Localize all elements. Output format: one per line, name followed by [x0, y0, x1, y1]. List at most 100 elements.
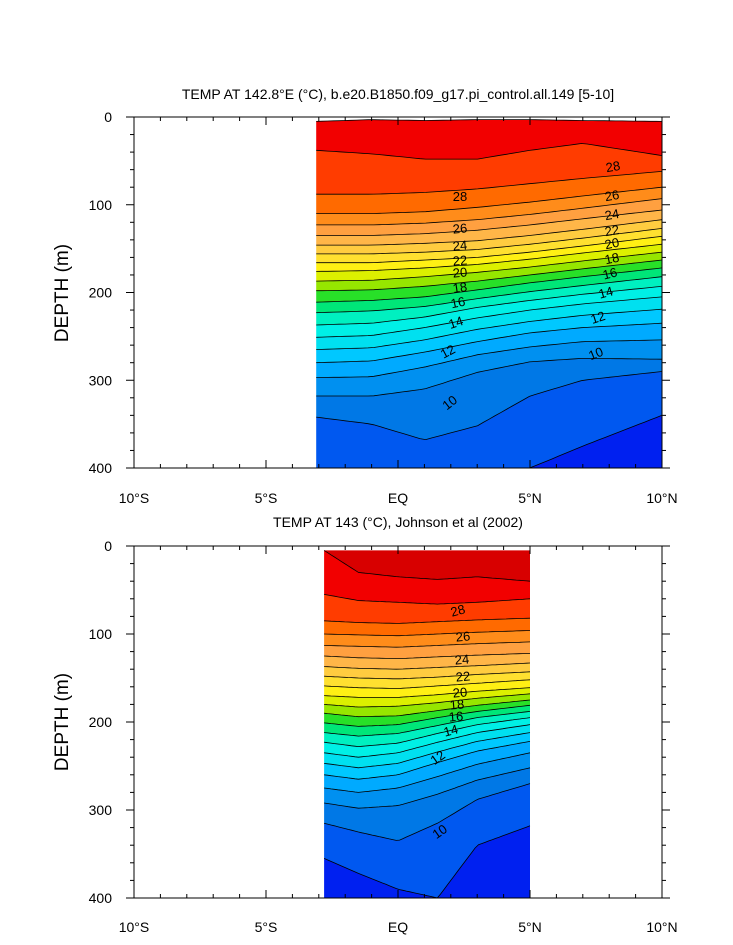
temperature-band-12: [324, 741, 530, 793]
temperature-band-16: [324, 711, 530, 747]
isotherm-21: [316, 235, 663, 264]
isotherm-22: [316, 228, 663, 255]
contour-label: 22: [455, 668, 471, 684]
isotherm-20: [324, 687, 531, 698]
temperature-band-30: [324, 550, 530, 582]
bottom-panel: TEMP AT 143 (°C), Johnson et al (2002) D…: [52, 514, 678, 935]
temperature-band-22: [316, 228, 662, 263]
isotherm-10: [324, 767, 531, 809]
isotherm-11: [324, 752, 531, 793]
contour-label: 14: [442, 721, 460, 739]
isotherm-22: [324, 671, 531, 680]
temperature-band-15: [316, 286, 662, 338]
isotherm-12: [316, 322, 663, 364]
isotherm-12: [324, 741, 531, 780]
temperature-band-27: [324, 618, 530, 636]
y-tick-label: 100: [89, 197, 113, 213]
isotherm-15: [324, 717, 531, 748]
isotherm-25: [324, 641, 531, 648]
contour-label: 20: [452, 264, 468, 280]
isotherm-11: [316, 339, 663, 378]
y-tick-label: 100: [89, 626, 113, 642]
temperature-band-18: [324, 700, 530, 727]
contour-label: 12: [589, 308, 607, 327]
y-tick-label: 300: [89, 372, 113, 388]
temperature-band-25: [324, 641, 530, 659]
isotherm-21: [324, 679, 531, 689]
isotherm-13: [316, 308, 663, 350]
temperature-band-27: [316, 171, 662, 214]
temperature-band-16: [316, 276, 662, 325]
temperature-band-13: [316, 309, 662, 363]
x-tick-label: 10°N: [646, 490, 677, 506]
contour-label: 10: [586, 344, 605, 363]
isotherm-9: [316, 371, 663, 441]
isotherm-16: [324, 711, 531, 737]
y-tick-label: 400: [89, 890, 113, 906]
x-tick-label: 10°S: [119, 919, 150, 935]
top-panel-y-axis-label: DEPTH (m): [52, 244, 73, 342]
isotherm-28: [324, 594, 531, 605]
temperature-band-11: [316, 339, 662, 396]
contour-label: 18: [449, 696, 465, 712]
isotherm-20: [316, 243, 663, 272]
temperature-band-20: [316, 244, 662, 282]
temperature-band-22: [324, 671, 530, 689]
contour-label: 28: [453, 189, 467, 204]
contour-label: 16: [601, 264, 619, 282]
y-tick-label: 300: [89, 802, 113, 818]
x-tick-label: 10°S: [119, 490, 150, 506]
contour-label: 12: [438, 342, 458, 362]
isotherm-19: [324, 693, 531, 708]
contour-label: 24: [603, 206, 620, 223]
temperature-band-12: [316, 323, 662, 378]
isotherm-26: [316, 186, 663, 214]
temperature-band-23: [316, 219, 662, 254]
isotherm-26: [324, 630, 531, 637]
isotherm-17: [324, 704, 531, 727]
y-tick-label: 0: [104, 538, 112, 554]
temperature-band-29: [324, 550, 530, 605]
temperature-band-10: [316, 358, 662, 440]
contour-label: 24: [452, 237, 468, 253]
isotherm-29: [323, 550, 531, 582]
isotherm-24: [316, 209, 663, 236]
contour-label: 10: [429, 821, 449, 842]
contour-label: 14: [447, 313, 465, 332]
isotherm-24: [324, 653, 531, 659]
top-panel: TEMP AT 142.8°E (°C), b.e20.B1850.f09_g1…: [52, 86, 678, 506]
bottom-panel-title: TEMP AT 143 (°C), Johnson et al (2002): [273, 514, 523, 530]
contour-label: 16: [449, 294, 466, 312]
x-tick-label: 5°N: [518, 490, 542, 506]
temperature-band-9: [324, 783, 530, 898]
isotherm-18: [324, 699, 531, 718]
contour-label: 26: [603, 187, 620, 204]
isotherm-14: [324, 724, 531, 758]
x-tick-label: 5°N: [518, 919, 542, 935]
contour-label: 26: [455, 628, 471, 644]
bottom-panel-y-axis-label: DEPTH (m): [52, 673, 73, 771]
isotherm-18: [316, 259, 663, 292]
temperature-band-17: [324, 705, 530, 737]
y-tick-label: 400: [89, 460, 113, 476]
isotherm-15: [316, 286, 663, 326]
top-panel-title: TEMP AT 142.8°E (°C), b.e20.B1850.f09_g1…: [182, 86, 614, 102]
x-tick-label: 5°S: [255, 490, 278, 506]
temperature-band-13: [324, 732, 530, 780]
contour-label: 14: [597, 283, 615, 301]
temperature-band-14: [324, 724, 530, 768]
x-tick-label: 10°N: [646, 919, 677, 935]
contour-label: 22: [603, 222, 620, 239]
contour-label: 28: [449, 601, 467, 619]
temperature-band-10: [324, 767, 530, 841]
isotherm-13: [324, 732, 531, 769]
contour-label: 20: [603, 235, 620, 253]
temperature-band-9: [316, 371, 662, 468]
isotherm-23: [324, 662, 531, 670]
contour-label: 16: [448, 708, 464, 724]
temperature-band-11: [324, 752, 530, 809]
temperature-band-26: [316, 187, 662, 225]
